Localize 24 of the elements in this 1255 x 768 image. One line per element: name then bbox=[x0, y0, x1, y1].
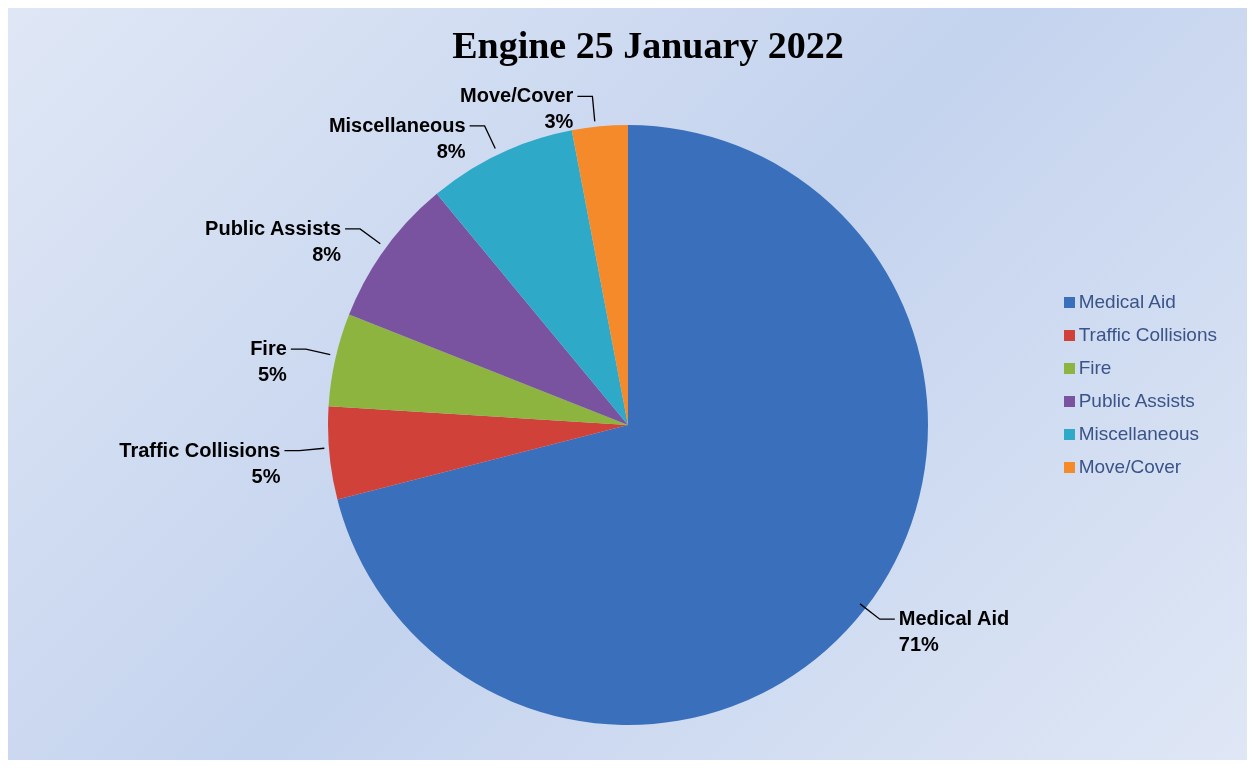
legend-label: Fire bbox=[1078, 357, 1112, 378]
legend-label: Traffic Collisions bbox=[1078, 324, 1217, 345]
data-label: 71% bbox=[898, 633, 940, 656]
pie-slice bbox=[436, 130, 628, 425]
legend-label: Medical Aid bbox=[1078, 291, 1176, 312]
slice-label: Move/Cover bbox=[460, 84, 574, 107]
data-label: 8% bbox=[436, 139, 466, 162]
chart-title: Engine 25 January 2022 bbox=[452, 24, 844, 66]
legend-label: Move/Cover bbox=[1078, 456, 1182, 477]
slice-label: Miscellaneous bbox=[328, 113, 466, 136]
data-label: 3% bbox=[544, 110, 574, 133]
legend-label: Public Assists bbox=[1078, 390, 1195, 411]
slice-label: Medical Aid bbox=[898, 607, 1010, 630]
slice-label: Public Assists bbox=[205, 216, 342, 239]
slice-label: Fire bbox=[250, 337, 287, 360]
pie-slice bbox=[328, 314, 628, 425]
data-label: 5% bbox=[257, 363, 288, 386]
pie-slice bbox=[328, 406, 628, 500]
legend-label: Miscellaneous bbox=[1078, 423, 1200, 444]
pie-slice bbox=[571, 125, 628, 425]
pie-slice bbox=[349, 193, 628, 425]
data-label: 5% bbox=[251, 464, 281, 487]
data-label: 8% bbox=[312, 242, 342, 265]
slice-label: Traffic Collisions bbox=[119, 438, 281, 461]
